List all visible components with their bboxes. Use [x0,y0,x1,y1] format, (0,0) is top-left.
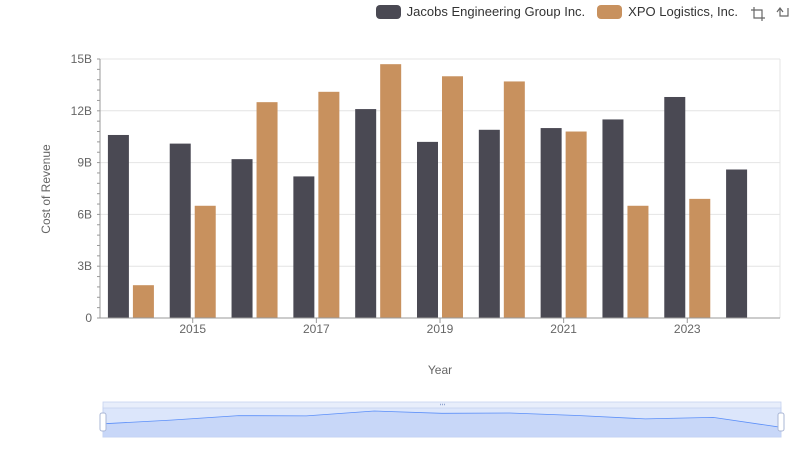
y-tick-label: 12B [71,104,92,118]
x-tick-label: 2019 [427,322,454,336]
legend-item-xpo[interactable]: XPO Logistics, Inc. [597,4,738,19]
bar-xpo-2020[interactable] [503,81,525,319]
bar-xpo-2021[interactable] [565,131,587,318]
bar-jacobs-2019[interactable] [417,141,438,318]
axes: 0 3B 6B 9B 12B 15B 2015 2017 2019 2021 2023 [71,52,780,336]
bar-xpo-2014[interactable] [132,285,154,318]
zoom-reset-icon[interactable] [774,6,790,22]
y-tick-label: 9B [77,156,92,170]
y-tick-label: 15B [71,52,92,66]
bar-jacobs-2015[interactable] [169,143,191,318]
bar-jacobs-2024[interactable] [726,169,748,318]
slider-handle-right[interactable] [777,412,785,432]
bar-xpo-2016[interactable] [256,102,278,319]
y-tick-label: 6B [77,207,92,221]
legend-swatch-xpo [597,4,623,19]
bar-xpo-2017[interactable] [318,91,340,318]
bar-xpo-2019[interactable] [442,76,463,319]
x-tick-label: 2017 [303,322,330,336]
bars [107,64,748,319]
bar-jacobs-2014[interactable] [107,134,129,318]
bar-jacobs-2016[interactable] [231,159,253,318]
bar-jacobs-2023[interactable] [664,96,686,318]
legend-label-xpo: XPO Logistics, Inc. [628,4,738,19]
bar-xpo-2022[interactable] [627,205,649,318]
zoom-icon[interactable] [750,6,766,22]
bar-jacobs-2020[interactable] [478,129,500,318]
legend-item-jacobs[interactable]: Jacobs Engineering Group Inc. [375,4,586,19]
bar-jacobs-2018[interactable] [355,109,377,318]
y-tick-label: 3B [77,259,92,273]
x-tick-label: 2021 [550,322,577,336]
toolbox [750,6,790,22]
slider-handle-left[interactable] [99,412,107,432]
bar-xpo-2023[interactable] [689,198,711,318]
legend-swatch-jacobs [375,4,401,19]
slider-line [102,410,782,428]
data-zoom-slider [99,401,785,438]
bar-xpo-2018[interactable] [380,64,402,319]
bar-jacobs-2021[interactable] [540,128,562,318]
legend-label-jacobs: Jacobs Engineering Group Inc. [406,4,586,19]
bar-jacobs-2022[interactable] [602,119,624,318]
legend: Jacobs Engineering Group Inc. XPO Logist… [375,4,738,19]
y-axis-title: Cost of Revenue [39,144,53,234]
bar-jacobs-2017[interactable] [293,176,315,318]
bar-xpo-2015[interactable] [194,205,216,318]
x-tick-label: 2023 [674,322,701,336]
y-tick-label: 0 [85,311,92,325]
x-tick-label: 2015 [179,322,206,336]
x-axis-title: Year [428,363,452,377]
